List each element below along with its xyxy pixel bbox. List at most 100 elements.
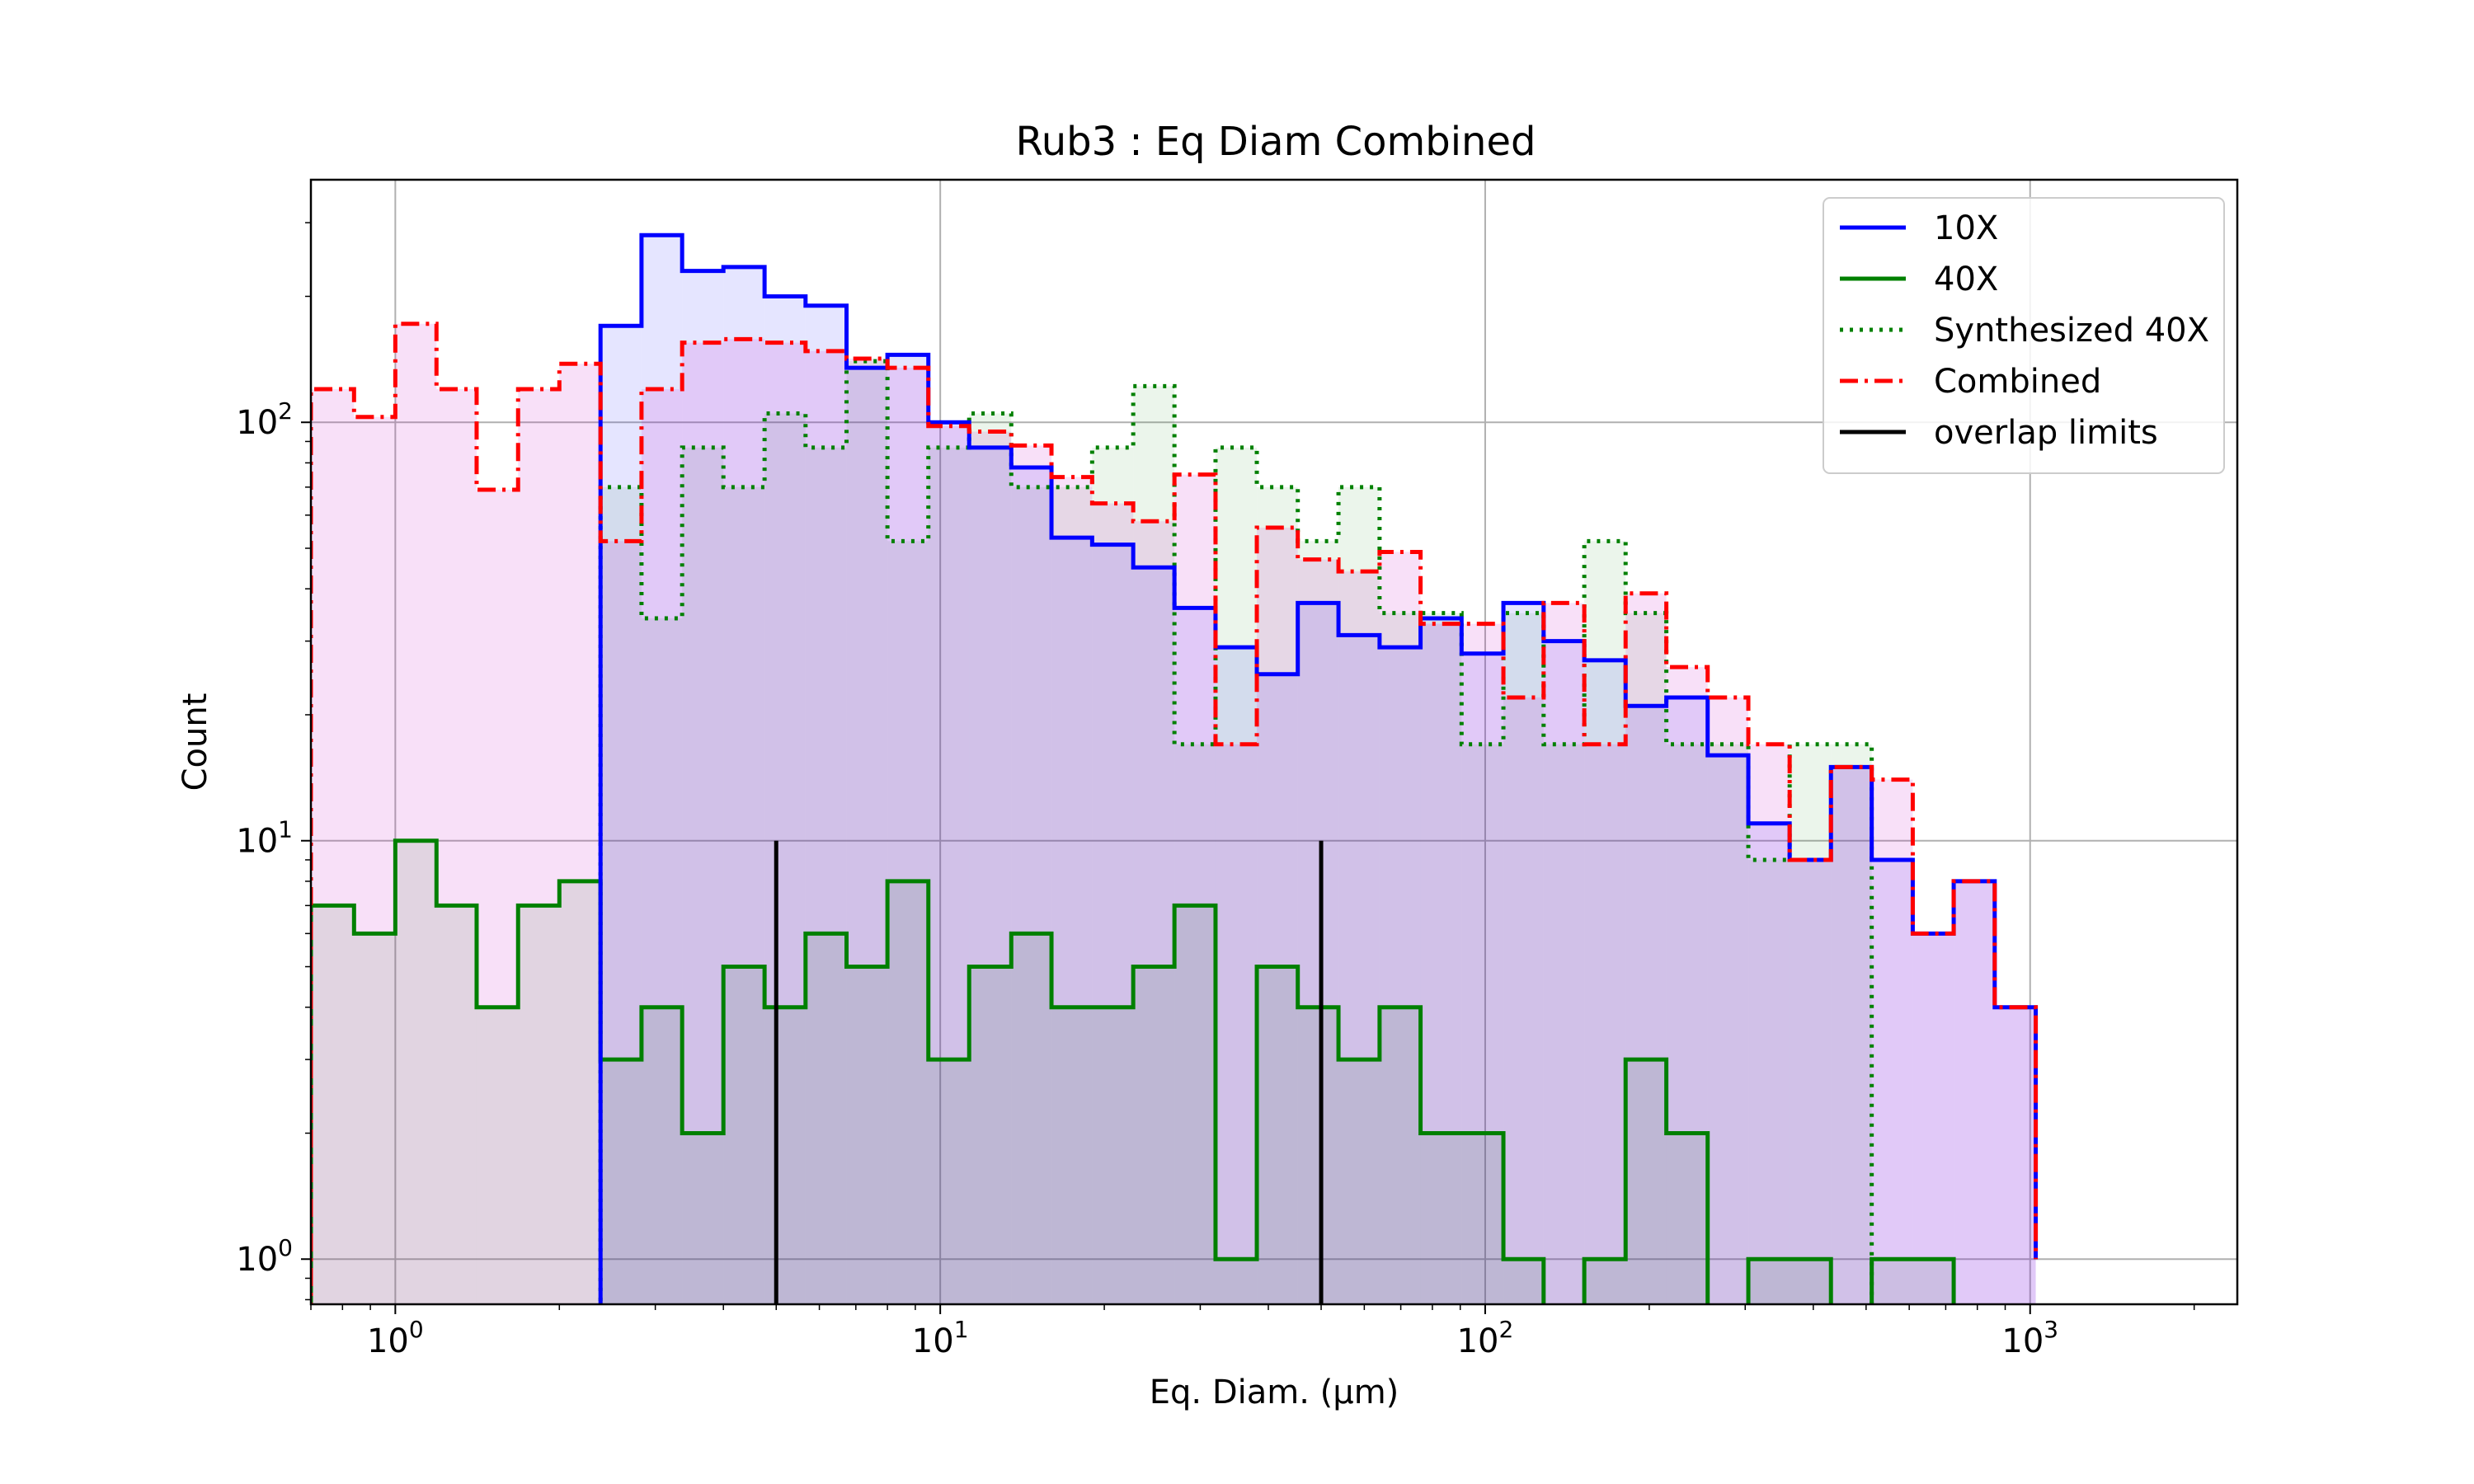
combined-bar-fill-4 [476,490,519,1304]
combined-bar-fill-33 [1666,667,1708,1304]
40x-bar-fill-12 [805,933,847,1304]
40x-bar-fill-21 [1174,905,1216,1304]
combined-bar-fill-22 [1215,744,1258,1304]
combined-bar-fill-0 [311,389,355,1304]
10x-bar-fill-35 [1748,823,1790,1304]
10x-bar-fill-27 [1420,618,1462,1304]
combined-bar-fill-10 [723,339,765,1304]
combined-bar-fill-27 [1420,623,1462,1304]
40x-bar-fill-36 [1790,1259,1832,1304]
10x-bar-fill-31 [1584,660,1626,1304]
synthesized-40x-step-line [598,359,1874,1304]
combined-bar-fill-39 [1912,933,1954,1304]
synthesized-40x-bar-fill-12 [805,447,847,1304]
40x-bar-fill-28 [1461,1133,1504,1304]
series-outlines [311,232,2039,1304]
40x-bar-fill-11 [764,1007,806,1304]
x-tick-exponent-3: 3 [2044,1316,2058,1343]
synthesized-40x-bar-fill-10 [723,486,765,1304]
x-tick-exponent-2: 2 [1498,1316,1513,1343]
40x-bar-fill-22 [1215,1259,1258,1304]
combined-bar-fill-28 [1461,623,1504,1304]
40x-bar-fill-4 [476,1007,519,1304]
synthesized-40x-bar-fill-24 [1297,541,1339,1304]
combined-bar-fill-11 [764,342,806,1304]
10x-bar-fill-8 [641,235,683,1304]
synthesized-40x-bar-fill-30 [1543,744,1585,1304]
synthesized-40x-bar-fill-35 [1748,859,1790,1304]
synthesized-40x-bar-fill-21 [1174,744,1216,1304]
10x-bar-fill-16 [969,447,1012,1304]
x-tick-exponent-0: 0 [409,1316,424,1343]
10x-bar-fill-14 [887,355,929,1304]
combined-bar-fill-25 [1338,571,1380,1304]
synthesized-40x-bar-fill-33 [1666,744,1708,1304]
combined-bar-fill-8 [641,389,683,1304]
40x-bar-fill-0 [311,905,355,1304]
40x-bar-fill-39 [1912,1259,1954,1304]
10x-bar-fill-17 [1011,467,1052,1304]
combined-bar-fill-26 [1379,552,1421,1304]
combined-bar-fill-1 [354,416,396,1304]
combined-bar-fill-14 [887,368,929,1304]
10x-bar-fill-20 [1133,567,1175,1304]
combined-bar-fill-3 [436,389,477,1304]
10x-bar-fill-41 [1994,1007,2036,1304]
synthesized-40x-bar-fill-22 [1215,447,1258,1304]
synthesized-40x-bar-fill-7 [600,486,642,1304]
combined-bar-fill-9 [682,342,724,1304]
synthesized-40x-bar-fill-11 [764,413,806,1304]
combined-bar-fill-31 [1584,744,1626,1304]
legend-label-10x: 10X [1934,209,1998,247]
synthesized-40x-bar-fill-18 [1051,486,1093,1304]
40x-bar-fill-38 [1871,1259,1913,1304]
synthesized-40x-bar-fill-16 [969,413,1012,1304]
combined-bar-fill-40 [1954,881,1995,1304]
combined-bar-fill-20 [1133,521,1175,1304]
10x-bar-fill-19 [1092,544,1134,1304]
legend-label-40x: 40X [1934,261,1998,298]
series-fills [311,235,2036,1304]
plot-frame [309,178,2239,1306]
40x-bar-fill-24 [1297,1007,1339,1304]
40x-bar-fill-18 [1051,1007,1093,1304]
40x-bar-fill-7 [600,1059,642,1304]
10x-bar-fill-15 [928,422,970,1304]
data-series [311,232,2039,1304]
10x-bar-fill-32 [1625,706,1667,1304]
chart-title: Rub3 : Eq Diam Combined [1016,119,1536,165]
40x-bar-fill-9 [682,1133,724,1304]
10x-bar-fill-34 [1707,755,1749,1304]
40x-bar-fill-10 [723,966,765,1304]
y-axis-label: Count [176,693,214,791]
synthesized-40x-bar-fill-27 [1420,613,1462,1304]
10x-bar-fill-12 [805,305,847,1304]
10x-bar-fill-29 [1503,603,1544,1304]
10x-bar-fill-22 [1215,647,1258,1304]
synthesized-40x-bar-fill-19 [1092,447,1134,1304]
synthesized-40x-bar-fill-36 [1790,744,1832,1304]
10x-bar-fill-10 [723,266,765,1304]
combined-bar-fill-15 [928,425,970,1304]
10x-bar-fill-39 [1912,933,1954,1304]
10x-bar-fill-38 [1871,859,1913,1304]
combined-bar-fill-19 [1092,503,1134,1304]
10x-bar-fill-33 [1666,697,1708,1304]
10x-bar-fill-23 [1257,674,1298,1304]
40x-bar-fill-29 [1503,1259,1544,1304]
40x-bar-fill-20 [1133,966,1175,1304]
synthesized-40x-bar-fill-37 [1831,744,1872,1304]
10x-bar-fill-13 [846,368,888,1304]
40x-bar-fill-23 [1257,966,1298,1304]
synthesized-40x-bar-fill-34 [1707,744,1749,1304]
10x-bar-fill-18 [1051,538,1093,1304]
40x-bar-fill-27 [1420,1133,1462,1304]
y-tick-exponent-0: 0 [278,1234,293,1261]
combined-bar-fill-23 [1257,528,1298,1304]
synthesized-40x-bar-fill-20 [1133,386,1175,1304]
combined-bar-fill-36 [1790,859,1832,1304]
40x-bar-fill-2 [395,840,437,1304]
40x-bar-fill-32 [1625,1059,1667,1304]
10x-bar-fill-28 [1461,653,1504,1304]
combined-step-line [311,322,2039,1304]
